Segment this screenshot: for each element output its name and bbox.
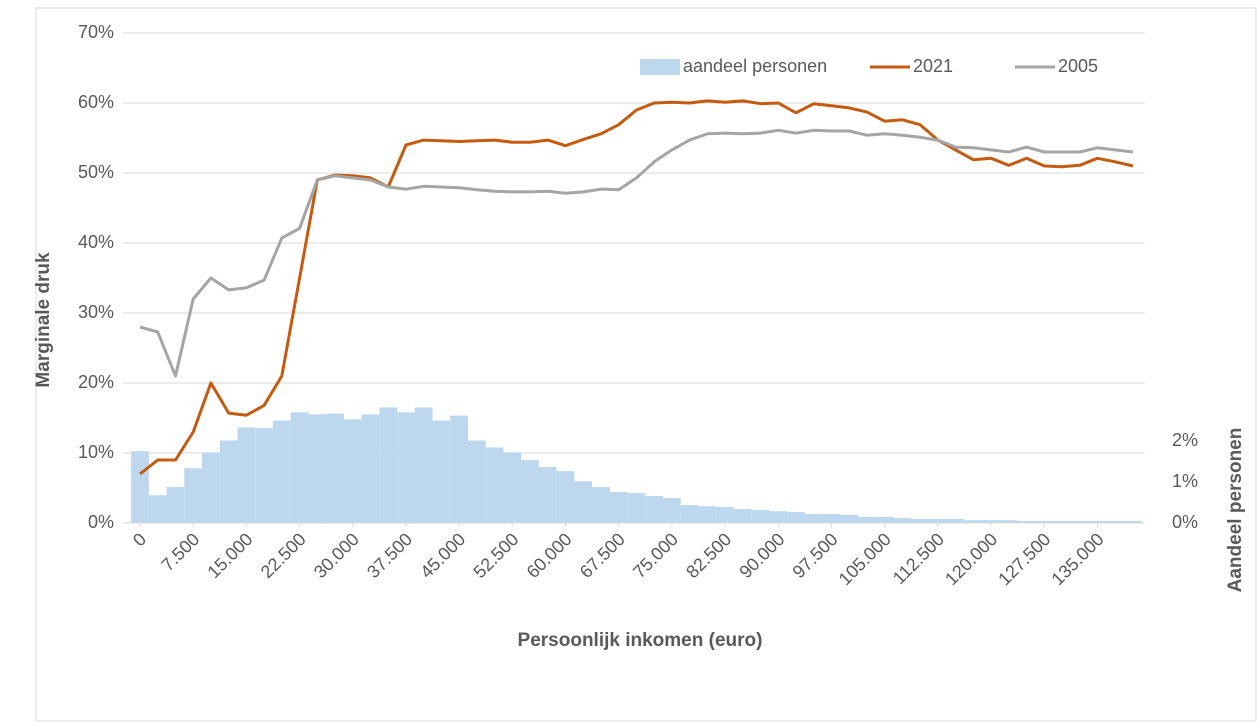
bar	[184, 468, 203, 523]
bar	[450, 415, 469, 523]
bar	[468, 440, 486, 523]
y2-axis-title: Aandeel personen	[1225, 428, 1246, 593]
y2-tick-label: 2%	[1172, 430, 1198, 450]
line	[139, 99, 1134, 476]
bar	[982, 520, 1000, 523]
x-tick-label: 135.000	[1047, 529, 1107, 589]
y2-tick-label: 0%	[1172, 512, 1198, 532]
x-tick-label: 45.000	[416, 529, 469, 582]
y-tick-label: 20%	[78, 372, 114, 392]
x-tick-label: 127.500	[994, 529, 1054, 589]
bar	[627, 493, 646, 523]
x-tick-label: 120.000	[941, 529, 1001, 589]
bar	[432, 420, 451, 523]
bar	[397, 412, 415, 523]
bar	[858, 516, 876, 523]
bar	[255, 428, 273, 523]
y-tick-label: 40%	[78, 232, 114, 252]
legend-label: 2021	[913, 56, 953, 76]
bar	[1017, 520, 1036, 523]
bar	[592, 487, 610, 523]
legend-label: 2005	[1058, 56, 1098, 76]
bar	[822, 514, 841, 523]
bar	[911, 518, 930, 523]
bar	[751, 509, 770, 523]
bar	[1035, 520, 1054, 523]
legend-label: aandeel personen	[683, 56, 827, 76]
x-tick-label: 75.000	[629, 529, 682, 582]
bar	[538, 467, 557, 523]
y-tick-label: 30%	[78, 302, 114, 322]
bar	[663, 498, 681, 523]
bar	[574, 481, 593, 523]
y-tick-label: 50%	[78, 162, 114, 182]
x-tick-label: 15.000	[203, 529, 256, 582]
y-tick-label: 60%	[78, 92, 114, 112]
chart-frame	[35, 7, 1257, 722]
bar	[840, 514, 859, 523]
y2-tick-label: 1%	[1172, 471, 1198, 491]
bar	[929, 518, 947, 523]
x-tick-label: 67.500	[576, 529, 629, 582]
x-tick-label: 105.000	[835, 529, 895, 589]
bar	[272, 420, 291, 523]
bar	[503, 452, 522, 523]
bar	[716, 507, 734, 523]
bar	[556, 471, 575, 523]
x-tick-label: 52.500	[469, 529, 522, 582]
x-tick-label: 22.500	[257, 529, 310, 582]
bar	[964, 520, 983, 523]
x-tick-label: 7.500	[157, 529, 203, 575]
x-tick-label: 60.000	[523, 529, 576, 582]
bar	[414, 407, 433, 523]
x-tick-label: 112.500	[889, 529, 948, 588]
bar	[326, 413, 344, 523]
bar	[1088, 520, 1107, 523]
bar	[1106, 520, 1125, 523]
x-tick-label: 30.000	[310, 529, 363, 582]
bar	[1124, 520, 1142, 523]
bar	[202, 452, 220, 523]
y-tick-label: 10%	[78, 442, 114, 462]
x-tick-label: 0	[129, 529, 150, 550]
bar	[308, 414, 327, 523]
x-tick-label: 82.500	[682, 529, 735, 582]
y-tick-label: 70%	[78, 22, 114, 42]
bar	[521, 460, 539, 523]
x-tick-label: 97.500	[789, 529, 842, 582]
bar	[733, 509, 752, 523]
bar	[237, 427, 256, 523]
bar	[131, 451, 149, 523]
line	[139, 128, 1134, 378]
bar	[698, 506, 717, 523]
bar	[946, 518, 965, 523]
bar	[379, 407, 398, 523]
bar	[219, 440, 238, 523]
y-axis-title: Marginale druk	[33, 252, 54, 388]
bar	[148, 495, 167, 523]
bar	[1070, 520, 1089, 523]
bar	[166, 487, 185, 523]
bar	[769, 511, 788, 523]
y-tick-label: 0%	[88, 512, 114, 532]
x-tick-label: 37.500	[363, 529, 416, 582]
bar	[645, 496, 664, 523]
bar	[1053, 520, 1071, 523]
bar	[787, 511, 805, 523]
bar	[999, 520, 1018, 523]
bar	[485, 447, 504, 523]
legend-swatch	[640, 59, 680, 75]
bar	[804, 514, 823, 523]
x-tick-label: 90.000	[735, 529, 788, 582]
x-axis-title: Persoonlijk inkomen (euro)	[518, 630, 763, 651]
bar	[343, 419, 362, 523]
bar	[609, 491, 628, 523]
bar	[875, 516, 894, 523]
bar	[680, 505, 699, 523]
bar	[893, 518, 912, 523]
bar	[290, 412, 309, 523]
bar	[361, 414, 380, 523]
